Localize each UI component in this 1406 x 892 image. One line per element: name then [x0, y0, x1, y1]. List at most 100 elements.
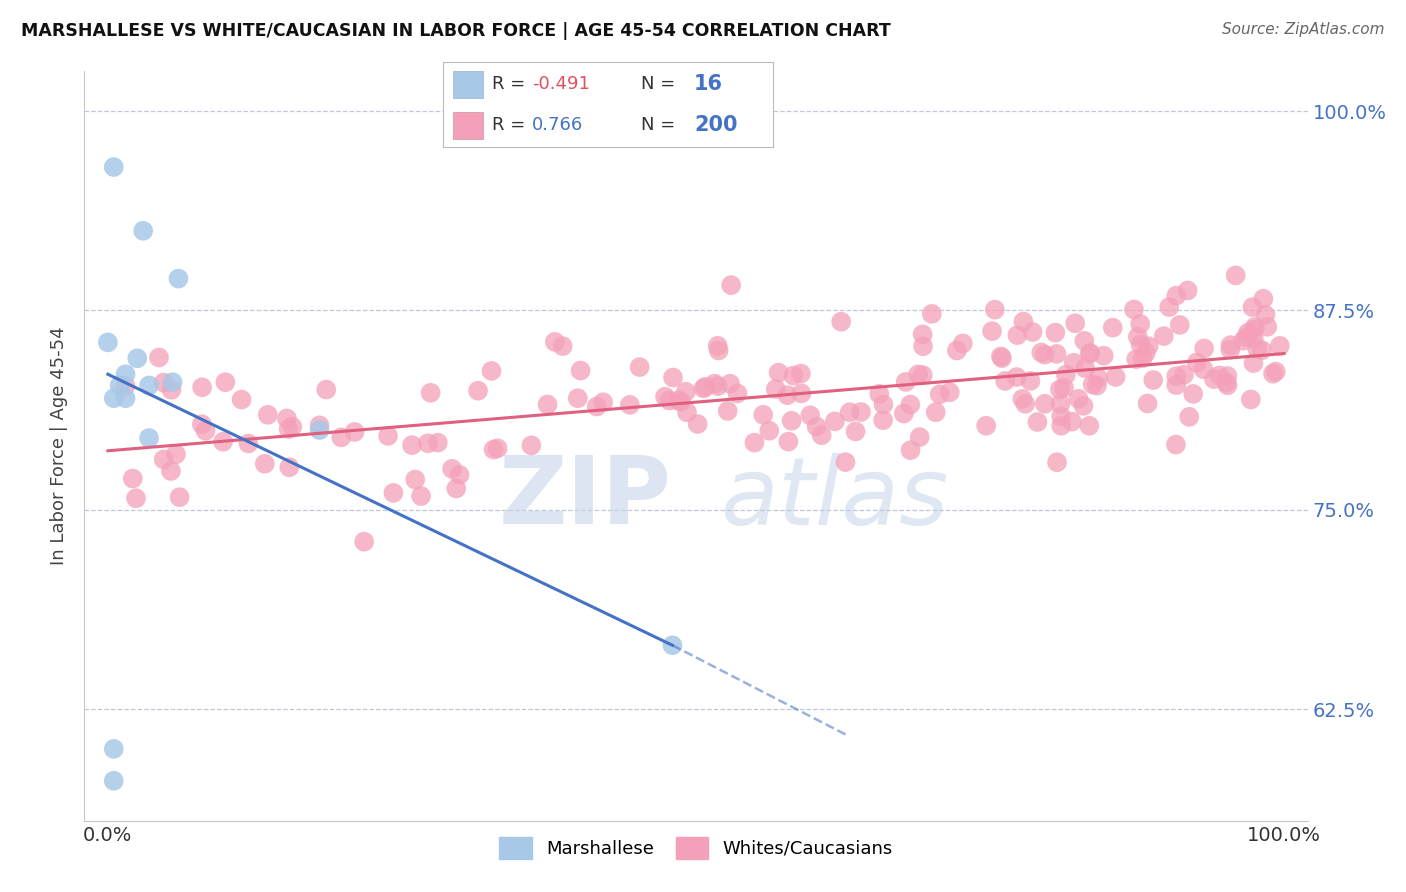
Point	[1216, 378, 1239, 392]
Point	[952, 336, 974, 351]
Point	[103, 391, 125, 405]
Point	[1177, 284, 1199, 298]
Point	[1192, 362, 1215, 376]
Point	[1142, 373, 1164, 387]
Point	[1125, 352, 1147, 367]
Point	[103, 742, 125, 756]
Point	[1166, 369, 1188, 384]
Point	[281, 419, 304, 434]
Point	[830, 315, 852, 329]
Point	[1014, 397, 1036, 411]
Point	[1074, 361, 1097, 376]
Point	[782, 368, 804, 383]
Point	[409, 489, 432, 503]
Point	[1253, 292, 1275, 306]
Point	[1104, 370, 1126, 384]
Point	[152, 376, 174, 390]
Point	[1026, 415, 1049, 429]
Point	[844, 425, 866, 439]
Point	[481, 364, 503, 378]
Point	[114, 391, 136, 405]
Point	[278, 460, 301, 475]
Point	[898, 398, 921, 412]
Point	[343, 425, 366, 439]
Point	[946, 343, 969, 358]
Point	[482, 442, 505, 457]
Point	[1202, 372, 1225, 386]
Point	[404, 473, 426, 487]
Point	[758, 424, 780, 438]
Point	[1033, 397, 1056, 411]
Point	[160, 383, 183, 397]
Point	[1178, 409, 1201, 424]
Point	[108, 378, 131, 392]
Point	[1243, 323, 1265, 337]
Point	[1049, 397, 1071, 411]
Point	[127, 351, 149, 366]
Point	[658, 393, 681, 408]
Bar	[453, 112, 482, 139]
Point	[1173, 368, 1195, 382]
Point	[1046, 347, 1069, 361]
Point	[1073, 399, 1095, 413]
Point	[675, 384, 697, 399]
Point	[1005, 370, 1028, 384]
Point	[1215, 376, 1237, 390]
Point	[1185, 355, 1208, 369]
Point	[925, 405, 948, 419]
Point	[1241, 300, 1264, 314]
Point	[661, 638, 683, 652]
Point	[707, 343, 730, 358]
Point	[1166, 288, 1188, 302]
Text: 200: 200	[695, 115, 738, 136]
Point	[1251, 343, 1274, 358]
Point	[103, 773, 125, 788]
Point	[868, 387, 890, 401]
Point	[486, 442, 509, 456]
Point	[1073, 334, 1095, 348]
Point	[994, 374, 1017, 388]
Point	[1135, 346, 1157, 360]
Point	[619, 398, 641, 412]
Text: R =: R =	[492, 116, 531, 134]
Point	[1153, 329, 1175, 343]
Point	[984, 302, 1007, 317]
Point	[1085, 378, 1108, 392]
Point	[160, 464, 183, 478]
Point	[585, 400, 607, 414]
Point	[725, 386, 748, 401]
Point	[567, 391, 589, 405]
Point	[330, 430, 353, 444]
Point	[191, 417, 214, 432]
Point	[1261, 367, 1284, 381]
Y-axis label: In Labor Force | Age 45-54: In Labor Force | Age 45-54	[49, 326, 67, 566]
Point	[256, 408, 278, 422]
Point	[911, 327, 934, 342]
Point	[654, 390, 676, 404]
Point	[520, 438, 543, 452]
Point	[907, 368, 929, 382]
Point	[974, 418, 997, 433]
Point	[1122, 302, 1144, 317]
Text: ZIP: ZIP	[499, 452, 672, 544]
Point	[308, 418, 330, 433]
Point	[165, 447, 187, 461]
Point	[838, 405, 860, 419]
Point	[1168, 318, 1191, 332]
Point	[449, 467, 471, 482]
Point	[253, 457, 276, 471]
Point	[1050, 409, 1073, 424]
Point	[893, 407, 915, 421]
Point	[908, 430, 931, 444]
Point	[1232, 334, 1254, 348]
Point	[121, 471, 143, 485]
Point	[1011, 392, 1033, 406]
Point	[1078, 418, 1101, 433]
Point	[1078, 346, 1101, 360]
Point	[1019, 374, 1042, 388]
Point	[426, 435, 449, 450]
Point	[167, 271, 190, 285]
Point	[1254, 308, 1277, 322]
Point	[419, 385, 441, 400]
Point	[1264, 365, 1286, 379]
